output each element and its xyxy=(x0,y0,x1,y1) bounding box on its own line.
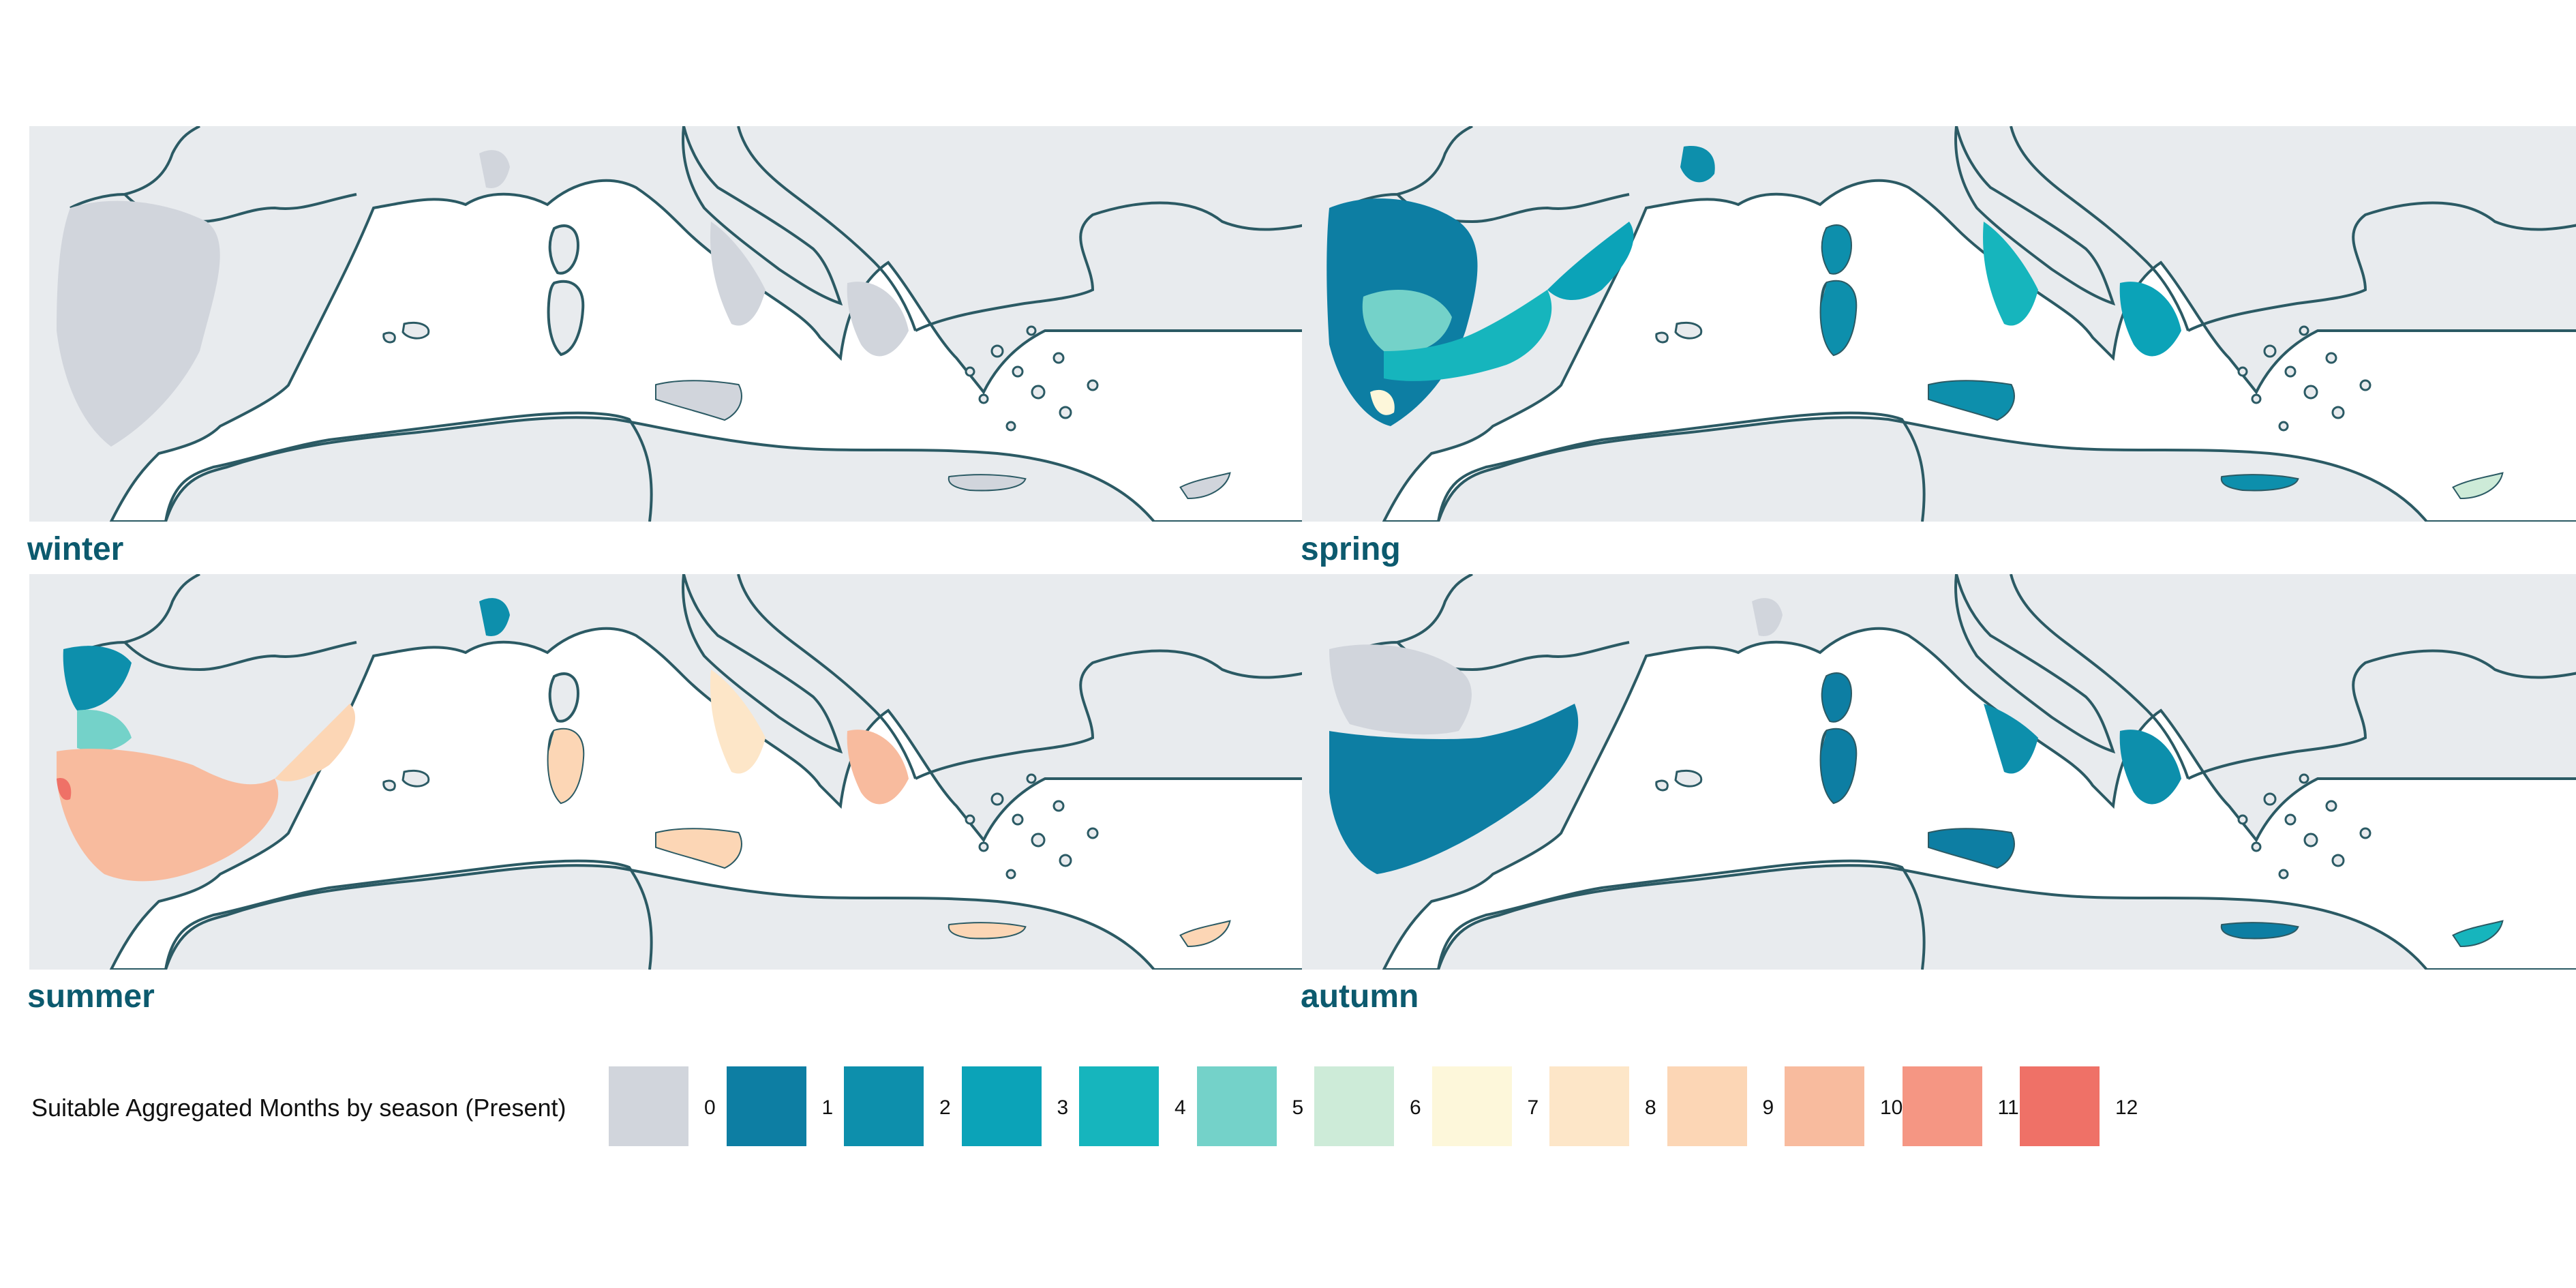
legend-value: 4 xyxy=(1175,1096,1186,1119)
map-panel-summer xyxy=(29,574,1322,970)
legend-value: 0 xyxy=(704,1096,716,1119)
legend-swatch xyxy=(961,1066,1042,1146)
season-label-spring: spring xyxy=(1301,531,1401,567)
legend-value: 7 xyxy=(1527,1096,1539,1119)
legend-value: 8 xyxy=(1645,1096,1656,1119)
legend: Suitable Aggregated Months by season (Pr… xyxy=(0,1064,2576,1149)
map-panel-autumn xyxy=(1302,574,2576,970)
legend-value: 1 xyxy=(821,1096,834,1119)
season-label-summer: summer xyxy=(27,978,155,1015)
season-label-winter: winter xyxy=(27,531,124,567)
legend-title: Suitable Aggregated Months by season (Pr… xyxy=(31,1094,566,1122)
legend-swatch xyxy=(1431,1066,1512,1146)
season-label-autumn: autumn xyxy=(1301,978,1419,1015)
legend-swatch xyxy=(726,1066,806,1146)
legend-swatch xyxy=(1196,1066,1277,1146)
legend-swatch xyxy=(1667,1066,1747,1146)
legend-swatch xyxy=(1549,1066,1629,1146)
legend-value: 12 xyxy=(2115,1096,2138,1119)
legend-swatch xyxy=(609,1066,688,1146)
legend-swatch xyxy=(1079,1066,1159,1146)
legend-value: 3 xyxy=(1057,1096,1069,1119)
legend-swatch xyxy=(1785,1066,1864,1146)
legend-swatch xyxy=(1314,1066,1394,1146)
map-panel-winter xyxy=(29,126,1322,522)
legend-value: 2 xyxy=(939,1096,951,1119)
map-summer xyxy=(29,574,1322,970)
legend-value: 6 xyxy=(1410,1096,1421,1119)
legend-value: 10 xyxy=(1880,1096,1903,1119)
legend-swatch xyxy=(1902,1066,1982,1146)
map-spring xyxy=(1302,126,2576,522)
map-winter xyxy=(29,126,1322,522)
map-autumn xyxy=(1302,574,2576,970)
legend-value: 9 xyxy=(1762,1096,1774,1119)
legend-swatch xyxy=(844,1066,924,1146)
legend-swatch xyxy=(2020,1066,2100,1146)
legend-value: 11 xyxy=(1997,1096,2019,1119)
legend-value: 5 xyxy=(1292,1096,1304,1119)
map-panel-spring xyxy=(1302,126,2576,522)
